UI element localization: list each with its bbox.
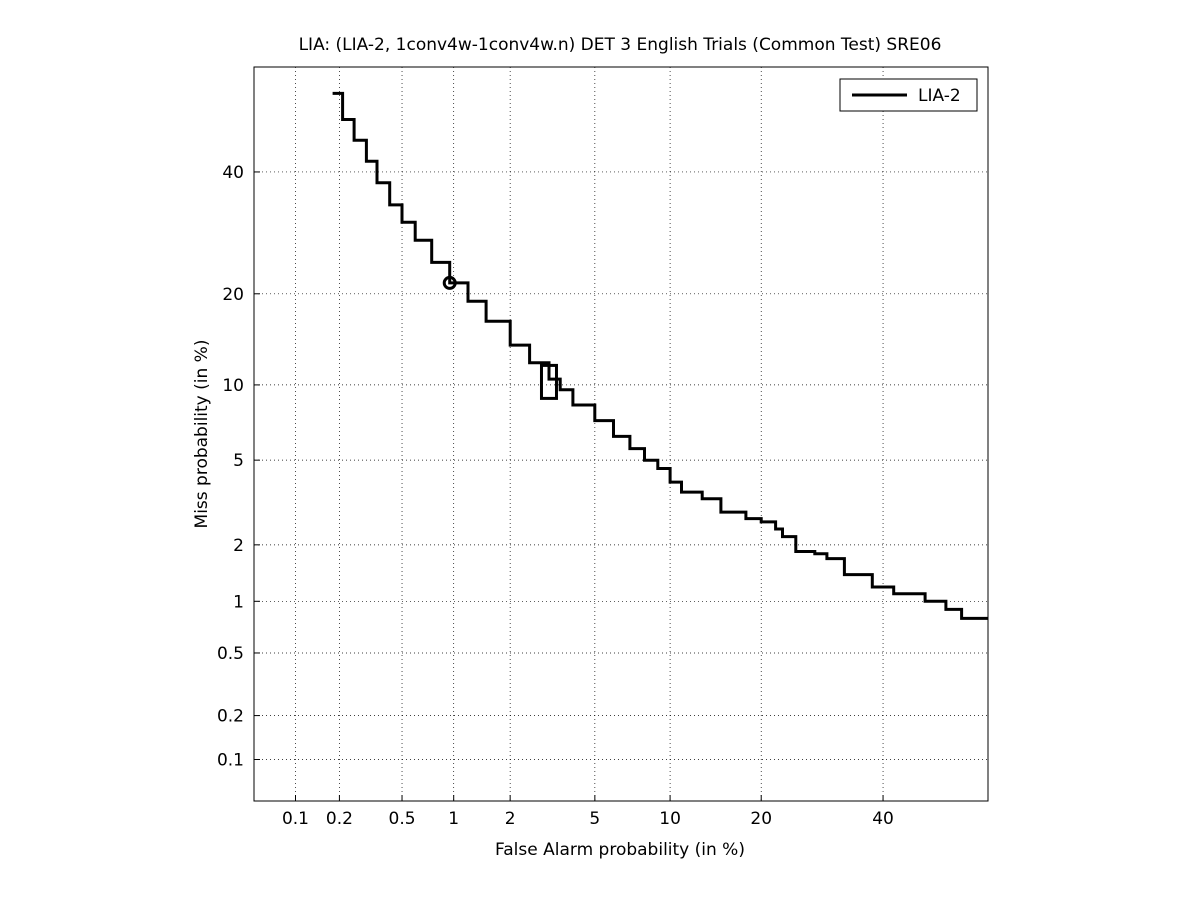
x-tick-label: 40	[872, 809, 894, 829]
y-tick-label: 40	[222, 163, 244, 183]
series-line-lia-2	[332, 91, 988, 620]
x-tick-label: 5	[589, 809, 600, 829]
marker-layer	[442, 275, 558, 400]
y-axis-label: Miss probability (in %)	[192, 340, 212, 529]
plot-area	[253, 66, 989, 802]
y-tick-label: 0.1	[217, 751, 244, 771]
x-tick-label: 1	[448, 809, 459, 829]
legend-box	[839, 78, 978, 112]
y-tick-label: 0.5	[217, 644, 244, 664]
y-tick-label: 20	[222, 285, 244, 305]
y-tick-label: 1	[233, 592, 244, 612]
x-tick-label: 2	[505, 809, 516, 829]
x-tick-label: 0.1	[282, 809, 309, 829]
y-tick-label: 2	[233, 536, 244, 556]
series-layer	[332, 91, 988, 620]
x-tick-label: 10	[659, 809, 681, 829]
axis-ticks: 0.1 0.2 0.5 1 2 5 10 20 40 0.1 0.2 0.5 1 2 5 10 20 40	[217, 163, 894, 829]
x-tick-label: 0.2	[326, 809, 353, 829]
grid-lines	[254, 67, 988, 801]
x-tick-label: 0.5	[389, 809, 416, 829]
x-tick-label: 20	[750, 809, 772, 829]
chart-title: LIA: (LIA-2, 1conv4w-1conv4w.n) DET 3 En…	[299, 35, 942, 55]
x-axis-label: False Alarm probability (in %)	[495, 840, 745, 860]
y-tick-label: 0.2	[217, 707, 244, 727]
y-tick-label: 5	[233, 451, 244, 471]
act-dcf-square-marker	[539, 363, 558, 400]
legend: LIA-2	[839, 78, 978, 112]
min-dcf-circle-marker	[442, 275, 457, 290]
legend-label: LIA-2	[918, 86, 961, 106]
y-tick-label: 10	[222, 376, 244, 396]
